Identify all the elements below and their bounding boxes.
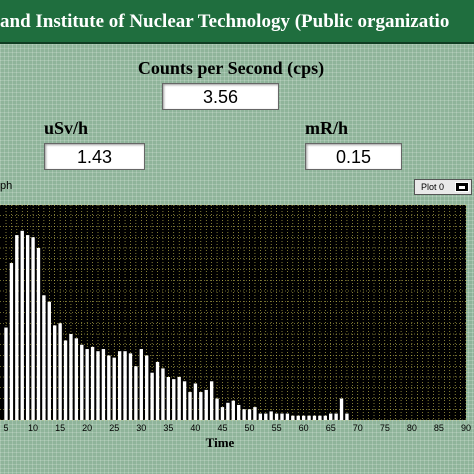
bar <box>31 237 35 420</box>
bar <box>58 323 62 420</box>
bar <box>25 235 30 420</box>
usv-label: uSv/h <box>44 118 89 138</box>
bar <box>220 407 225 420</box>
bar <box>312 415 317 420</box>
bar <box>166 377 171 420</box>
graph-label: ph <box>0 180 13 192</box>
bar <box>69 334 73 420</box>
plot-legend-label: Plot 0 <box>421 182 445 192</box>
cps-chart: 5 10 15 20 25 30 35 40 45 50 55 60 65 70 75 80 85 90 Time <box>0 204 471 450</box>
bar <box>285 413 290 420</box>
bar <box>209 381 214 420</box>
bar <box>204 389 208 420</box>
plot-legend[interactable]: Plot 0 <box>414 179 472 195</box>
bar <box>237 404 241 420</box>
cps-label: Counts per Second (cps) <box>137 58 325 78</box>
x-tick-label: 60 <box>299 423 309 433</box>
bar <box>15 235 19 420</box>
bar <box>145 355 149 420</box>
bar <box>226 402 230 420</box>
x-tick-label: 55 <box>272 423 282 433</box>
bar <box>139 349 143 420</box>
x-tick-label: 30 <box>136 423 146 433</box>
bar <box>42 295 46 420</box>
bar <box>307 415 311 420</box>
x-tick-label: 20 <box>82 423 92 433</box>
bar <box>9 263 14 420</box>
bar <box>85 349 89 420</box>
bar <box>123 351 127 420</box>
x-tick-label: 25 <box>109 423 119 433</box>
bar <box>74 338 79 420</box>
window-title: and Institute of Nuclear Technology (Pub… <box>0 0 474 44</box>
bar <box>193 383 198 420</box>
x-tick-label: 40 <box>190 423 200 433</box>
bar <box>242 409 246 420</box>
bar <box>155 361 160 420</box>
bar <box>117 351 122 420</box>
plot-style-icon[interactable] <box>455 182 469 192</box>
mr-label: mR/h <box>305 118 349 138</box>
bar <box>96 351 100 420</box>
bar <box>253 407 257 420</box>
bar <box>329 413 333 420</box>
bar <box>231 400 235 420</box>
x-tick-label: 85 <box>434 423 444 433</box>
bar <box>280 413 284 420</box>
x-tick-label: 45 <box>217 423 227 433</box>
bar <box>128 353 133 420</box>
bar <box>36 248 41 420</box>
x-tick-label: 80 <box>407 423 417 433</box>
bar <box>107 355 111 420</box>
bar <box>258 413 263 420</box>
bar <box>301 415 306 420</box>
x-axis-label: Time <box>206 435 235 450</box>
bar <box>296 415 300 420</box>
x-tick-label: 50 <box>245 423 255 433</box>
bar <box>199 392 203 420</box>
bar <box>264 413 268 420</box>
bar <box>339 398 344 420</box>
cps-value-display: 3.56 <box>162 83 279 110</box>
x-tick-label: 10 <box>28 423 38 433</box>
bar <box>177 377 181 420</box>
bar <box>188 392 192 420</box>
bar <box>134 366 138 420</box>
bar <box>80 344 84 420</box>
x-tick-label: 5 <box>3 423 8 433</box>
bar <box>247 409 252 420</box>
x-tick-label: 15 <box>55 423 65 433</box>
bar <box>345 413 349 420</box>
x-tick-label: 35 <box>163 423 173 433</box>
bar <box>274 413 279 420</box>
bar <box>291 415 295 420</box>
x-tick-label: 65 <box>326 423 336 433</box>
bar <box>334 413 338 420</box>
usv-value-display: 1.43 <box>44 143 145 170</box>
bar <box>101 349 106 420</box>
x-tick-label: 75 <box>380 423 390 433</box>
bar <box>47 301 51 420</box>
bar <box>90 346 95 420</box>
mr-value-display: 0.15 <box>305 143 402 170</box>
bar <box>172 379 176 420</box>
bar <box>112 357 116 420</box>
bar <box>182 381 187 420</box>
bar <box>53 325 57 420</box>
bar <box>269 411 273 420</box>
bar <box>323 415 327 420</box>
bar <box>318 415 322 420</box>
x-tick-label: 90 <box>461 423 471 433</box>
x-tick-label: 70 <box>353 423 363 433</box>
bar <box>20 230 24 420</box>
bar <box>150 372 154 420</box>
bar <box>4 327 8 420</box>
bar <box>215 398 219 420</box>
bar <box>161 368 165 420</box>
bar <box>63 340 68 420</box>
